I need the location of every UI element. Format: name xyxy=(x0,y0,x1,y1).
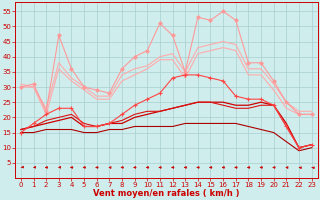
X-axis label: Vent moyen/en rafales ( km/h ): Vent moyen/en rafales ( km/h ) xyxy=(93,189,239,198)
